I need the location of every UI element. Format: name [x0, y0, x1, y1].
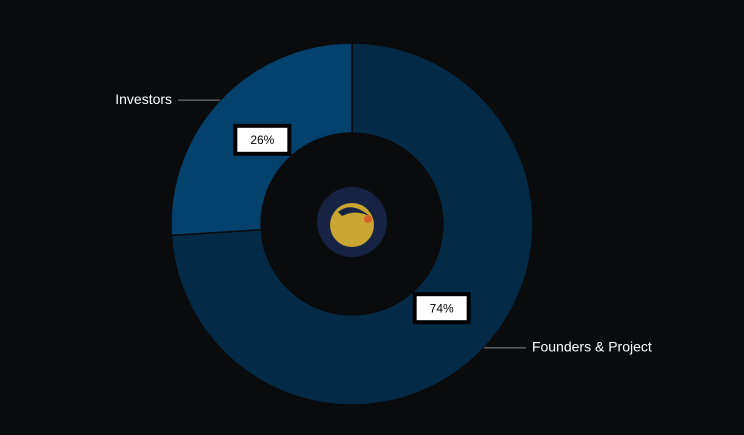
value-label: 26% — [250, 133, 274, 147]
value-label: 74% — [430, 301, 454, 315]
value-label-box — [412, 292, 471, 325]
logo-crescent — [338, 207, 372, 218]
center-logo — [317, 187, 387, 257]
value-label-box — [233, 123, 292, 156]
category-label: Investors — [115, 91, 172, 107]
category-label: Founders & Project — [532, 339, 652, 355]
logo-dot — [364, 215, 372, 223]
labels: 74% Founders & Project 26% Investors — [115, 91, 652, 355]
